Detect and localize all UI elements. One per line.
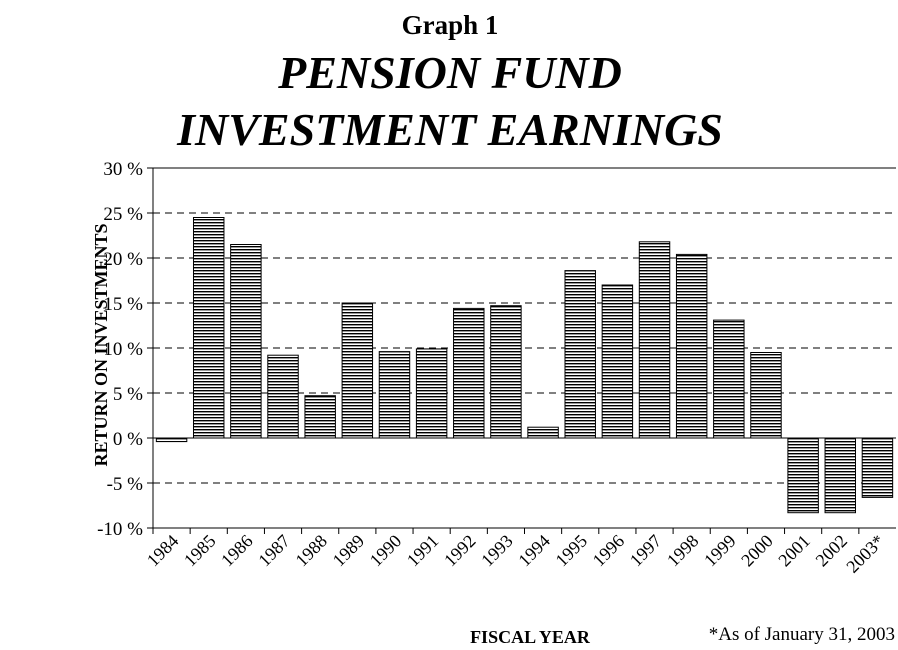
x-tick-label: 1998 — [663, 531, 703, 571]
x-tick-label: 1991 — [403, 531, 443, 571]
y-axis-label: RETURN ON INVESTMENTS — [91, 223, 111, 466]
y-tick-label: 15 % — [103, 294, 143, 315]
bar — [713, 319, 745, 439]
bar — [787, 437, 819, 514]
bar — [415, 348, 448, 439]
chart-subtitle: INVESTMENT EARNINGS — [176, 104, 723, 155]
x-tick-label: 1986 — [217, 531, 257, 571]
bar — [564, 270, 596, 439]
x-tick-label: 1990 — [366, 531, 406, 571]
x-tick-label: 1997 — [626, 531, 666, 571]
bar — [638, 241, 671, 439]
bar — [527, 426, 559, 439]
y-tick-label: -5 % — [107, 474, 144, 495]
x-tick-label: 1988 — [291, 531, 331, 571]
bar — [861, 437, 894, 498]
chart-title: Graph 1 — [402, 10, 499, 40]
x-tick-label: 2001 — [774, 531, 814, 571]
x-tick-label: 1996 — [589, 531, 629, 571]
x-tick-label: 1993 — [477, 531, 517, 571]
y-tick-label: -10 % — [97, 519, 143, 540]
bar — [601, 284, 634, 439]
y-tick-label: 0 % — [113, 429, 143, 450]
bar — [192, 217, 225, 439]
x-tick-label: 2003* — [842, 531, 888, 577]
y-tick-label: 5 % — [113, 384, 143, 405]
x-tick-label: 1994 — [514, 531, 554, 571]
x-tick-label: 1984 — [143, 531, 183, 571]
bar — [824, 437, 857, 514]
bar — [675, 253, 708, 439]
x-tick-label: 1992 — [440, 531, 480, 571]
x-tick-label: 1985 — [180, 531, 220, 571]
annotation: *As of January 31, 2003 — [709, 624, 895, 645]
bar — [155, 437, 188, 443]
bar — [341, 302, 374, 439]
x-tick-label: 1999 — [700, 531, 740, 571]
bar — [490, 305, 522, 439]
x-tick-label: 1995 — [551, 531, 591, 571]
y-tick-label: 20 % — [103, 249, 143, 270]
y-tick-label: 10 % — [103, 339, 143, 360]
bar — [267, 354, 299, 439]
chart-subtitle: PENSION FUND — [277, 47, 622, 98]
bar — [453, 307, 485, 439]
x-tick-label: 2000 — [737, 531, 777, 571]
bar — [378, 351, 411, 439]
y-tick-label: 25 % — [103, 204, 143, 225]
bar — [750, 352, 782, 439]
bar — [304, 395, 336, 439]
x-tick-label: 1987 — [254, 531, 294, 571]
x-tick-label: 1989 — [329, 531, 369, 571]
y-tick-label: 30 % — [103, 159, 143, 180]
bar — [230, 244, 262, 439]
x-axis-label: FISCAL YEAR — [470, 627, 591, 647]
